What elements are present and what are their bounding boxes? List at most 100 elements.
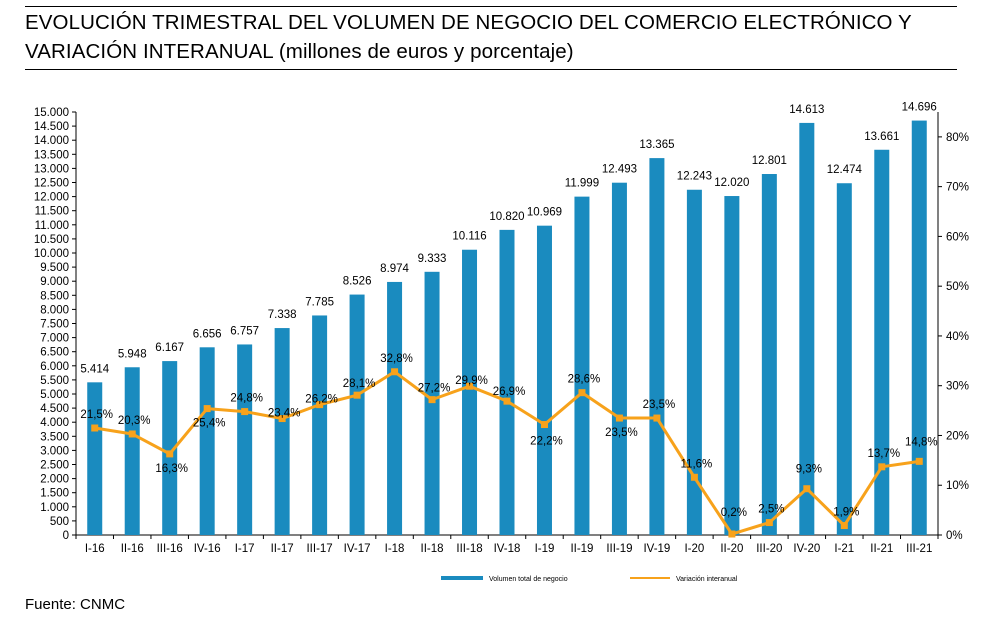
left-tick-label: 8.000	[40, 304, 69, 316]
bar-value-label: 12.801	[752, 155, 787, 167]
bar	[761, 174, 777, 536]
title-line-2: VARIACIÓN INTERANUAL (millones de euros …	[25, 40, 574, 63]
bar-value-label: 11.999	[565, 178, 599, 190]
left-tick-label: 10.500	[34, 234, 69, 246]
bar	[536, 225, 552, 535]
bar	[499, 229, 515, 535]
x-tick-label: I-17	[235, 543, 255, 555]
left-tick-label: 6.000	[40, 361, 69, 373]
bar-value-label: 8.974	[380, 263, 409, 275]
line-value-label: 16,3%	[155, 463, 188, 475]
bar	[237, 344, 253, 535]
line-value-label: 27,2%	[418, 383, 451, 395]
x-tick-label: I-18	[385, 543, 405, 555]
chart-title: EVOLUCIÓN TRIMESTRAL DEL VOLUMEN DE NEGO…	[25, 8, 957, 66]
source-note: Fuente: CNMC	[25, 596, 126, 613]
bar	[874, 149, 890, 535]
left-tick-label: 13.000	[34, 163, 69, 175]
line-point	[803, 485, 811, 493]
right-tick-label: 70%	[946, 182, 969, 194]
line-point	[878, 463, 886, 471]
line-point	[241, 408, 249, 416]
bar-value-label: 6.757	[230, 325, 259, 337]
line-value-label: 23,5%	[643, 399, 676, 411]
line-value-label: 9,3%	[796, 464, 822, 476]
bar-value-label: 13.365	[639, 139, 674, 151]
line-value-label: 22,2%	[530, 436, 563, 448]
left-tick-label: 10.000	[34, 248, 69, 260]
line-value-label: 29,9%	[455, 375, 488, 387]
bar	[724, 196, 740, 535]
left-tick-label: 1.000	[40, 502, 69, 514]
x-tick-label: III-19	[606, 543, 632, 555]
x-tick-label: III-20	[756, 543, 782, 555]
left-tick-label: 11.000	[35, 220, 69, 232]
left-tick-label: 7.500	[40, 319, 69, 331]
line-point	[840, 522, 848, 530]
left-tick-label: 9.000	[40, 276, 69, 288]
x-tick-label: IV-19	[643, 543, 670, 555]
line-point	[765, 519, 773, 527]
x-tick-label: III-17	[306, 543, 332, 555]
line-value-label: 11,6%	[681, 458, 713, 470]
bar	[312, 315, 328, 535]
bar-value-label: 6.167	[155, 342, 184, 354]
bar	[649, 158, 665, 535]
line-value-label: 1,9%	[833, 507, 859, 519]
bar-value-label: 12.493	[602, 164, 637, 176]
x-tick-label: III-21	[906, 543, 932, 555]
line-point	[503, 397, 511, 405]
bar	[87, 382, 103, 535]
left-tick-label: 2.500	[40, 460, 69, 472]
line-point	[653, 414, 661, 422]
bar-value-label: 12.243	[677, 171, 712, 183]
left-tick-label: 5.500	[40, 375, 69, 387]
title-bottom-rule	[25, 69, 957, 70]
line-point	[428, 396, 436, 404]
line-value-label: 14,8%	[905, 436, 938, 448]
right-tick-label: 20%	[946, 430, 969, 442]
left-tick-label: 12.000	[34, 192, 69, 204]
line-value-label: 0,2%	[721, 507, 747, 519]
left-tick-label: 1.500	[40, 488, 69, 500]
bar	[162, 361, 178, 535]
x-tick-label: IV-18	[494, 543, 521, 555]
bar-value-label: 9.333	[418, 253, 447, 265]
bar-value-label: 7.785	[305, 296, 334, 308]
line-value-label: 24,8%	[230, 393, 263, 405]
line-value-label: 21,5%	[80, 409, 113, 421]
bar-value-label: 7.338	[268, 309, 297, 321]
line-point	[353, 391, 361, 399]
bar	[124, 367, 140, 535]
bar	[349, 294, 365, 535]
line-point	[690, 473, 698, 481]
x-tick-label: I-20	[684, 543, 704, 555]
line-point	[615, 414, 623, 422]
bar	[574, 196, 590, 535]
x-tick-label: IV-16	[194, 543, 221, 555]
bar-value-label: 14.696	[902, 102, 937, 114]
line-point	[391, 368, 399, 376]
right-tick-label: 30%	[946, 381, 969, 393]
bar-value-label: 10.969	[527, 207, 562, 219]
x-tick-label: I-19	[535, 543, 555, 555]
legend-label-line: Variación interanual	[676, 576, 738, 583]
left-tick-label: 0	[63, 530, 69, 542]
bar	[462, 249, 478, 535]
line-point	[578, 389, 586, 397]
title-line-1: EVOLUCIÓN TRIMESTRAL DEL VOLUMEN DE NEGO…	[25, 11, 912, 34]
left-tick-label: 8.500	[40, 290, 69, 302]
line-value-label: 13,7%	[867, 448, 900, 460]
bar	[799, 122, 815, 536]
left-tick-label: 3.500	[40, 431, 69, 443]
bar	[611, 182, 627, 536]
right-tick-label: 40%	[946, 331, 969, 343]
bar-value-label: 5.414	[80, 363, 109, 375]
line-value-label: 23,5%	[605, 427, 638, 439]
line-point	[316, 401, 324, 409]
left-tick-label: 7.000	[40, 333, 69, 345]
left-tick-label: 4.500	[40, 403, 69, 415]
x-tick-label: I-21	[834, 543, 854, 555]
bar-value-label: 6.656	[193, 328, 222, 340]
